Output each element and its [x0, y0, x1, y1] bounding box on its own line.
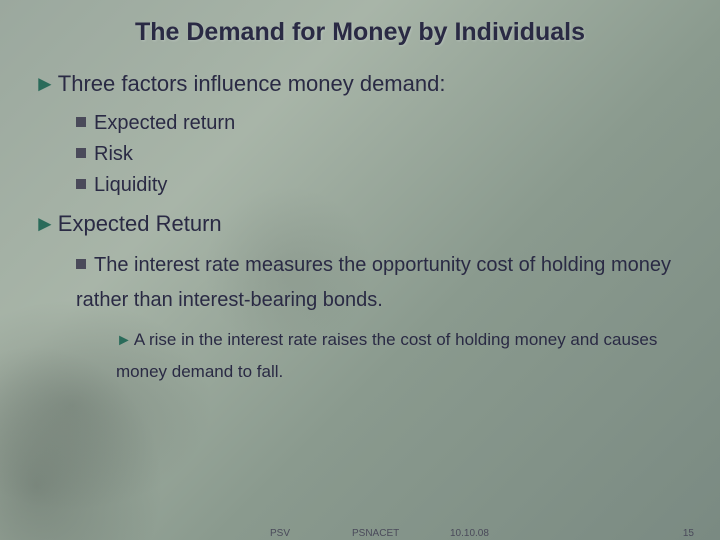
footer-page-number: 15	[683, 528, 694, 539]
bullet-text: Liquidity	[94, 174, 167, 196]
bullet-text-prefix: Three	[58, 71, 115, 96]
bullet-text-rest: Return	[150, 211, 222, 236]
bullet-text-rest: rise in the interest rate raises the cos…	[116, 330, 657, 381]
footer-author: PSV	[270, 528, 290, 539]
arrow-icon: ►	[34, 71, 56, 96]
bullet-level1: ►Expected Return	[34, 207, 692, 240]
arrow-icon: ►	[34, 211, 56, 236]
arrow-icon: ►	[116, 332, 132, 349]
bullet-text: The interest rate measures the opportuni…	[76, 254, 671, 311]
bullet-level2: Risk	[76, 139, 692, 170]
slide-container: The Demand for Money by Individuals ►Thr…	[0, 0, 720, 540]
square-bullet-icon	[76, 259, 86, 269]
footer-date: 10.10.08	[450, 528, 489, 539]
square-bullet-icon	[76, 179, 86, 189]
bullet-text: Expected return	[94, 112, 235, 134]
slide-title: The Demand for Money by Individuals	[28, 18, 692, 47]
bullet-level3: ►A rise in the interest rate raises the …	[116, 324, 692, 387]
bullet-text-prefix: A	[134, 330, 144, 349]
bullet-text-prefix: Expected	[58, 211, 150, 236]
square-bullet-icon	[76, 117, 86, 127]
bullet-level2: The interest rate measures the opportuni…	[76, 248, 692, 318]
footer-org: PSNACET	[352, 528, 399, 539]
bullet-level1: ►Three factors influence money demand:	[34, 67, 692, 100]
bullet-level2: Expected return	[76, 108, 692, 139]
bullet-text-rest: factors influence money demand:	[115, 71, 445, 96]
bullet-text: Risk	[94, 143, 133, 165]
square-bullet-icon	[76, 148, 86, 158]
bullet-level2: Liquidity	[76, 170, 692, 201]
